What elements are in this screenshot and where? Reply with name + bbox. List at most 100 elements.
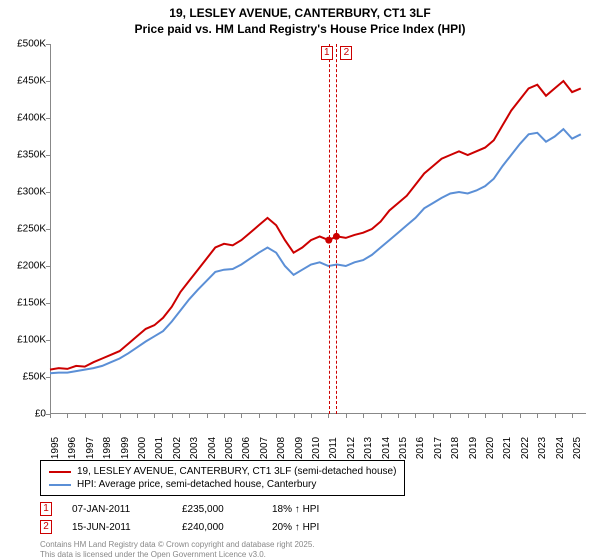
legend-row-property: 19, LESLEY AVENUE, CANTERBURY, CT1 3LF (…	[49, 465, 396, 478]
x-tick-label: 2017	[433, 437, 444, 459]
x-tick-label: 1996	[67, 437, 78, 459]
x-tick-label: 2006	[241, 437, 252, 459]
y-tick-mark	[46, 266, 50, 267]
x-tick-label: 1997	[85, 437, 96, 459]
x-tick-label: 1999	[120, 437, 131, 459]
x-tick-mark	[224, 414, 225, 418]
x-tick-label: 2024	[555, 437, 566, 459]
footer-attribution: Contains HM Land Registry data © Crown c…	[40, 540, 315, 559]
legend-swatch-property	[49, 471, 71, 473]
x-tick-label: 2025	[572, 437, 583, 459]
x-tick-mark	[172, 414, 173, 418]
x-tick-mark	[572, 414, 573, 418]
legend: 19, LESLEY AVENUE, CANTERBURY, CT1 3LF (…	[40, 460, 405, 496]
title-block: 19, LESLEY AVENUE, CANTERBURY, CT1 3LF P…	[0, 0, 600, 36]
x-tick-label: 2010	[311, 437, 322, 459]
y-tick-label: £150K	[0, 298, 50, 309]
title-line-1: 19, LESLEY AVENUE, CANTERBURY, CT1 3LF	[0, 6, 600, 20]
y-tick-label: £400K	[0, 113, 50, 124]
y-tick-label: £0	[0, 409, 50, 420]
sale-index-box: 1	[40, 502, 52, 516]
x-tick-mark	[537, 414, 538, 418]
x-tick-label: 2012	[346, 437, 357, 459]
x-tick-mark	[328, 414, 329, 418]
x-tick-mark	[137, 414, 138, 418]
x-tick-label: 2016	[415, 437, 426, 459]
x-tick-label: 2014	[381, 437, 392, 459]
x-tick-mark	[207, 414, 208, 418]
x-tick-mark	[241, 414, 242, 418]
sale-marker-line	[329, 44, 330, 414]
y-tick-mark	[46, 155, 50, 156]
x-tick-mark	[468, 414, 469, 418]
chart-lines-svg	[50, 44, 586, 414]
x-tick-label: 2001	[154, 437, 165, 459]
x-tick-mark	[259, 414, 260, 418]
x-tick-label: 1995	[50, 437, 61, 459]
y-tick-mark	[46, 192, 50, 193]
x-tick-label: 2009	[294, 437, 305, 459]
x-tick-label: 2019	[468, 437, 479, 459]
y-tick-mark	[46, 81, 50, 82]
legend-label-property: 19, LESLEY AVENUE, CANTERBURY, CT1 3LF (…	[77, 466, 396, 477]
y-tick-label: £250K	[0, 224, 50, 235]
x-tick-mark	[67, 414, 68, 418]
x-tick-label: 2018	[450, 437, 461, 459]
x-tick-mark	[120, 414, 121, 418]
x-tick-label: 2007	[259, 437, 270, 459]
y-tick-label: £500K	[0, 39, 50, 50]
legend-swatch-hpi	[49, 484, 71, 486]
footer-line-2: This data is licensed under the Open Gov…	[40, 550, 315, 560]
x-tick-mark	[555, 414, 556, 418]
x-tick-mark	[154, 414, 155, 418]
x-tick-label: 2008	[276, 437, 287, 459]
title-line-2: Price paid vs. HM Land Registry's House …	[0, 22, 600, 36]
x-tick-label: 2000	[137, 437, 148, 459]
x-tick-mark	[363, 414, 364, 418]
sale-price: £235,000	[182, 504, 252, 515]
x-tick-label: 2022	[520, 437, 531, 459]
sale-marker-index: 2	[340, 46, 352, 60]
y-tick-mark	[46, 377, 50, 378]
x-tick-mark	[398, 414, 399, 418]
chart-container: 19, LESLEY AVENUE, CANTERBURY, CT1 3LF P…	[0, 0, 600, 560]
x-tick-mark	[433, 414, 434, 418]
x-tick-label: 2013	[363, 437, 374, 459]
legend-label-hpi: HPI: Average price, semi-detached house,…	[77, 479, 316, 490]
legend-row-hpi: HPI: Average price, semi-detached house,…	[49, 478, 396, 491]
x-tick-label: 2005	[224, 437, 235, 459]
x-tick-mark	[311, 414, 312, 418]
sale-date: 15-JUN-2011	[72, 522, 162, 533]
sale-index-box: 2	[40, 520, 52, 534]
x-tick-mark	[85, 414, 86, 418]
y-tick-label: £350K	[0, 150, 50, 161]
x-tick-mark	[294, 414, 295, 418]
x-tick-label: 2003	[189, 437, 200, 459]
footer-line-1: Contains HM Land Registry data © Crown c…	[40, 540, 315, 550]
x-tick-mark	[520, 414, 521, 418]
sale-row: 1 07-JAN-2011 £235,000 18% ↑ HPI	[40, 500, 352, 518]
x-tick-label: 2021	[502, 437, 513, 459]
y-tick-mark	[46, 229, 50, 230]
sale-pct-vs-hpi: 20% ↑ HPI	[272, 522, 352, 533]
y-tick-label: £200K	[0, 261, 50, 272]
y-tick-label: £50K	[0, 372, 50, 383]
x-tick-label: 2020	[485, 437, 496, 459]
sale-price: £240,000	[182, 522, 252, 533]
y-tick-label: £300K	[0, 187, 50, 198]
sale-pct-vs-hpi: 18% ↑ HPI	[272, 504, 352, 515]
x-tick-label: 1998	[102, 437, 113, 459]
x-tick-mark	[346, 414, 347, 418]
x-tick-mark	[381, 414, 382, 418]
x-tick-label: 2011	[328, 437, 339, 459]
y-tick-label: £100K	[0, 335, 50, 346]
sale-marker-line	[336, 44, 337, 414]
x-tick-mark	[189, 414, 190, 418]
x-tick-mark	[450, 414, 451, 418]
series-line-hpi	[50, 129, 581, 373]
sales-table: 1 07-JAN-2011 £235,000 18% ↑ HPI 2 15-JUN-201…	[40, 500, 352, 536]
x-tick-mark	[485, 414, 486, 418]
x-tick-mark	[102, 414, 103, 418]
sale-date: 07-JAN-2011	[72, 504, 162, 515]
sale-row: 2 15-JUN-2011 £240,000 20% ↑ HPI	[40, 518, 352, 536]
